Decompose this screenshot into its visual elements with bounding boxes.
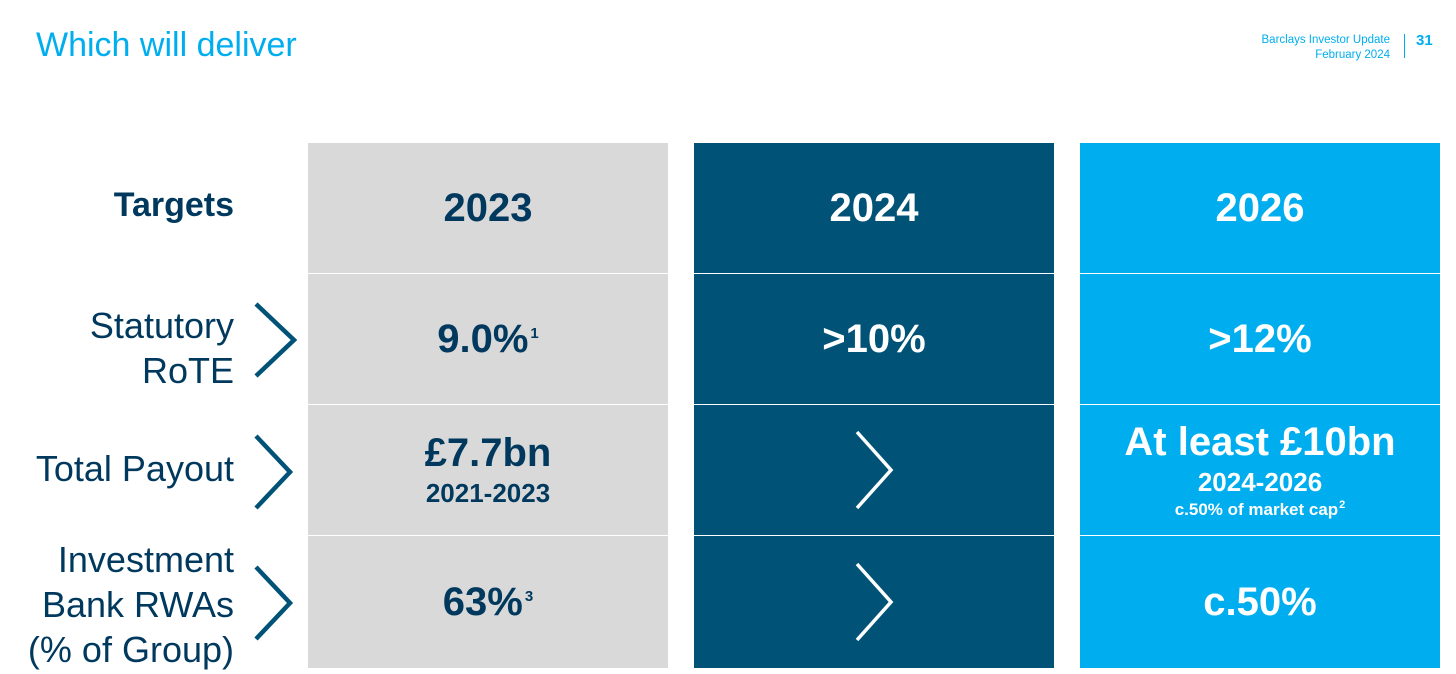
footnote-marker: 2: [1339, 499, 1346, 512]
payout-2023-cell: £7.7bn 2021-2023: [308, 405, 668, 535]
rote-label-line2: RoTE: [141, 350, 234, 391]
chevron-right-icon: [254, 302, 298, 378]
header-divider: [1404, 34, 1405, 58]
rwa-2023-cell: 63% 3: [308, 536, 668, 668]
chevron-right-icon: [254, 565, 294, 641]
year-2024: 2024: [829, 186, 919, 230]
row-divider: [1080, 535, 1440, 536]
rwa-2023-value: 63%: [442, 580, 523, 624]
report-date: February 2024: [1315, 49, 1390, 61]
year-2026: 2026: [1215, 186, 1305, 230]
year-2026-cell: 2026: [1080, 143, 1440, 273]
column-2026: 2026 >12% At least £10bn 2024-2026 c.50%…: [1080, 143, 1440, 668]
footnote-marker: 3: [524, 587, 534, 605]
row-divider: [694, 273, 1054, 274]
chevron-right-icon: [254, 434, 294, 510]
payout-2024-cell: [694, 405, 1054, 535]
rote-2024-value: >10%: [822, 317, 926, 361]
rote-label: Statutory RoTE: [90, 303, 234, 393]
row-divider: [308, 404, 668, 405]
rwa-2026-value: c.50%: [1203, 580, 1317, 624]
row-divider: [308, 535, 668, 536]
payout-2026-period: 2024-2026: [1197, 467, 1323, 497]
row-divider: [694, 535, 1054, 536]
payout-2026-cell: At least £10bn 2024-2026 c.50% of market…: [1080, 405, 1440, 535]
targets-label: Targets: [113, 186, 234, 224]
rwa-label-line3: (% of Group): [27, 629, 234, 670]
rwa-label-line2: Bank RWAs: [41, 584, 234, 625]
column-2024: 2024 >10%: [694, 143, 1054, 668]
row-divider: [694, 404, 1054, 405]
chevron-right-icon: [855, 562, 894, 642]
row-divider: [1080, 404, 1440, 405]
report-name: Barclays Investor Update: [1261, 34, 1390, 46]
payout-2023-period: 2021-2023: [425, 478, 551, 508]
footnote-marker: 1: [530, 324, 539, 342]
report-info: Barclays Investor Update February 2024: [1262, 33, 1390, 63]
rwa-2026-cell: c.50%: [1080, 536, 1440, 668]
year-2024-cell: 2024: [694, 143, 1054, 273]
page-number: 31: [1416, 32, 1433, 49]
page-title: Which will deliver: [36, 26, 297, 64]
payout-2026-value: At least £10bn: [1124, 420, 1396, 464]
column-2023: 2023 9.0% 1 £7.7bn 2021-2023 63% 3: [308, 143, 668, 668]
payout-2023-value: £7.7bn: [424, 431, 552, 475]
rote-2023-cell: 9.0% 1: [308, 274, 668, 404]
chevron-right-icon: [855, 430, 894, 510]
rote-2026-value: >12%: [1208, 317, 1312, 361]
year-2023: 2023: [443, 186, 533, 230]
rote-label-line1: Statutory: [89, 305, 234, 346]
row-divider: [308, 273, 668, 274]
rwa-label: Investment Bank RWAs (% of Group): [28, 537, 234, 672]
rote-2023-value: 9.0%: [437, 317, 529, 361]
payout-label: Total Payout: [35, 448, 234, 489]
rote-2026-cell: >12%: [1080, 274, 1440, 404]
year-2023-cell: 2023: [308, 143, 668, 273]
payout-2026-note: c.50% of market cap: [1174, 500, 1339, 519]
rwa-2024-cell: [694, 536, 1054, 668]
rote-2024-cell: >10%: [694, 274, 1054, 404]
rwa-label-line1: Investment: [57, 539, 234, 580]
row-divider: [1080, 273, 1440, 274]
